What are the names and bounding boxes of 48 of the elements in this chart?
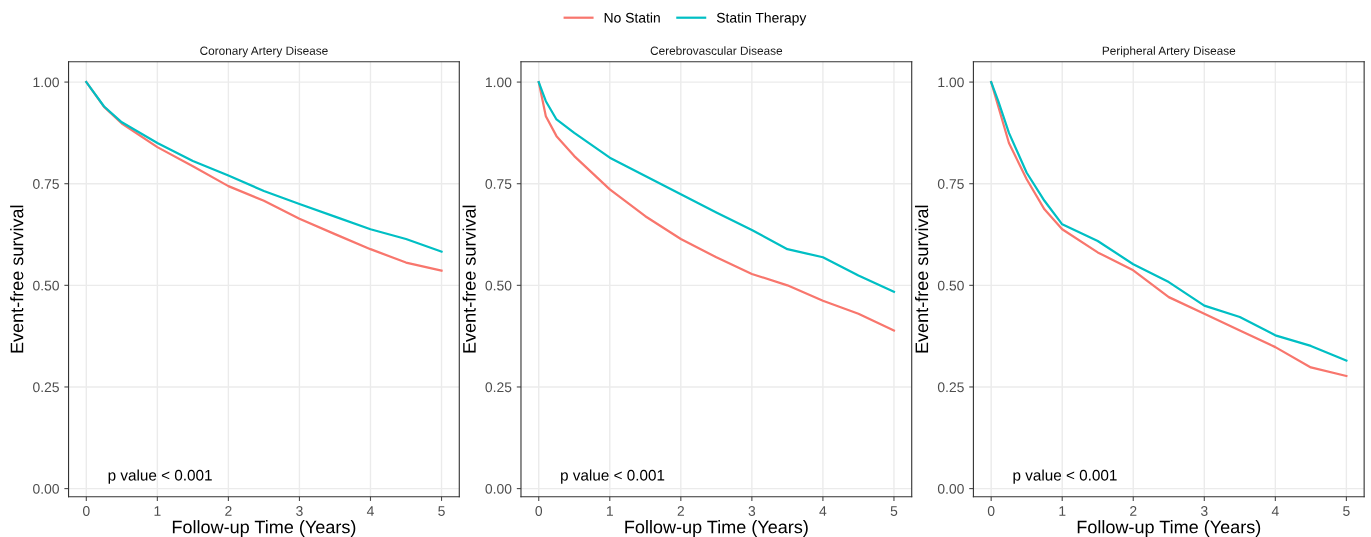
annotation: p value < 0.001 xyxy=(1013,469,1117,484)
x-axis-title: Follow-up Time (Years) xyxy=(1077,520,1261,537)
y-tick-label: 0.25 xyxy=(937,382,964,393)
annotation: p value < 0.001 xyxy=(108,469,212,484)
chart-title: Cerebrovascular Disease xyxy=(650,46,783,55)
y-axis-title: Event-free survival xyxy=(462,205,476,353)
x-axis-title: Follow-up Time (Years) xyxy=(172,520,356,537)
y-tick-label: 0.00 xyxy=(33,483,59,494)
x-tick-label: 3 xyxy=(1200,506,1208,516)
x-tick-label: 1 xyxy=(606,506,613,516)
legend-label: Statin Therapy xyxy=(716,12,807,26)
y-axis-title: Event-free survival xyxy=(10,205,24,353)
x-tick-label: 3 xyxy=(748,506,756,516)
x-tick-label: 1 xyxy=(1059,506,1066,516)
y-tick-label: 0.75 xyxy=(485,179,512,189)
annotation: p value < 0.001 xyxy=(561,469,665,484)
x-tick-label: 0 xyxy=(82,506,90,516)
x-tick-label: 3 xyxy=(296,506,303,516)
line-series xyxy=(537,80,896,293)
x-tick-label: 2 xyxy=(225,506,232,516)
x-tick-label: 4 xyxy=(366,506,374,516)
x-tick-label: 5 xyxy=(438,506,445,516)
y-tick-label: 0.75 xyxy=(33,179,59,189)
y-tick-label: 0.00 xyxy=(485,483,512,494)
x-tick-label: 4 xyxy=(1271,506,1279,516)
chart-title: Peripheral Artery Disease xyxy=(1102,46,1236,58)
y-tick-label: 0.50 xyxy=(485,280,512,291)
x-tick-label: 2 xyxy=(677,506,684,516)
y-tick-label: 0.75 xyxy=(937,179,964,189)
y-tick-label: 1.00 xyxy=(485,77,512,88)
y-tick-label: 0.50 xyxy=(33,280,59,291)
y-tick-label: 0.25 xyxy=(485,382,512,393)
x-tick-label: 5 xyxy=(890,506,898,516)
y-tick-label: 0.25 xyxy=(33,382,59,393)
y-tick-label: 0.50 xyxy=(937,280,964,291)
y-axis-title: Event-free survival xyxy=(914,205,929,353)
y-tick-label: 1.00 xyxy=(33,77,59,88)
chart-title: Coronary Artery Disease xyxy=(200,46,328,58)
x-tick-label: 2 xyxy=(1130,506,1137,516)
x-tick-label: 5 xyxy=(1343,506,1350,516)
y-tick-label: 1.00 xyxy=(938,77,964,88)
x-axis-title: Follow-up Time (Years) xyxy=(625,520,808,537)
x-tick-label: 1 xyxy=(154,506,161,516)
x-tick-label: 4 xyxy=(819,506,827,516)
x-tick-label: 0 xyxy=(535,506,543,516)
legend-label: No Statin xyxy=(604,12,660,23)
y-tick-label: 0.00 xyxy=(937,483,964,494)
x-tick-label: 0 xyxy=(987,506,995,516)
